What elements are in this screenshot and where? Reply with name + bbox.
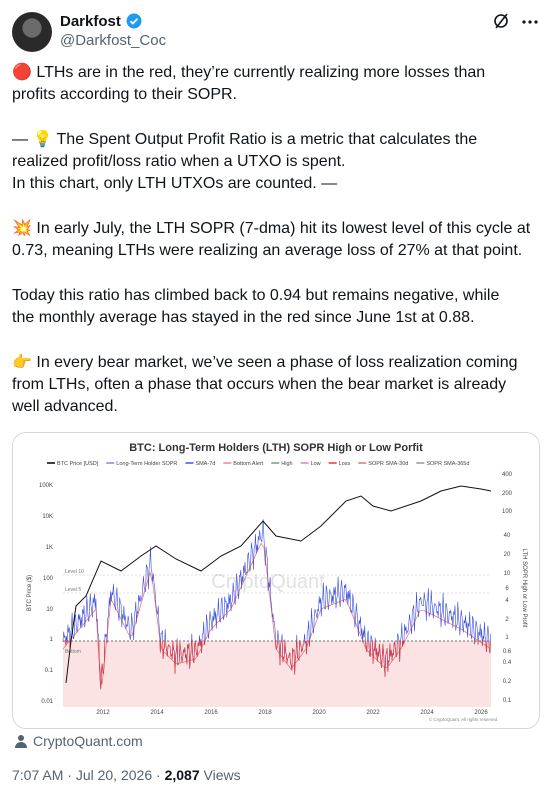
separator: · bbox=[67, 767, 72, 783]
source-link[interactable]: CryptoQuant.com bbox=[14, 733, 143, 749]
paragraph: 💥 In early July, the LTH SOPR (7-dma) hi… bbox=[12, 218, 540, 262]
y-right-label: 1 bbox=[505, 635, 509, 641]
y-right-label: 0.1 bbox=[503, 698, 512, 704]
legend-label: Long-Term Holder SOPR bbox=[116, 461, 177, 467]
text-line: the monthly average has stayed in the re… bbox=[12, 309, 475, 326]
views-label: Views bbox=[203, 767, 241, 783]
y-left-label: 100 bbox=[43, 576, 54, 582]
date[interactable]: Jul 20, 2026 bbox=[75, 767, 153, 783]
verified-badge bbox=[126, 13, 142, 29]
x-label: 2018 bbox=[258, 710, 272, 716]
y-right-label: 400 bbox=[502, 472, 513, 478]
y-right-label: 2 bbox=[505, 617, 509, 623]
y-right-label: 4 bbox=[505, 598, 509, 604]
source-text[interactable]: CryptoQuant.com bbox=[33, 733, 143, 749]
x-label: 2022 bbox=[366, 710, 380, 716]
x-label: 2024 bbox=[420, 710, 434, 716]
y-left-label: 1K bbox=[46, 545, 53, 551]
avatar[interactable] bbox=[12, 12, 52, 52]
paragraph: — 💡 The Spent Output Profit Ratio is a m… bbox=[12, 129, 540, 195]
y-right-label: 200 bbox=[502, 491, 513, 497]
text-line: 👉 In every bear market, we’ve seen a pha… bbox=[12, 354, 518, 371]
text-line: — 💡 The Spent Output Profit Ratio is a m… bbox=[12, 131, 478, 148]
paragraph: Today this ratio has climbed back to 0.9… bbox=[12, 285, 540, 329]
y-right-title: LTH SOPR High or Low Profit bbox=[521, 549, 527, 628]
post-image[interactable]: BTC: Long-Term Holders (LTH) SOPR High o… bbox=[12, 432, 540, 729]
chart-image: BTC: Long-Term Holders (LTH) SOPR High o… bbox=[13, 433, 539, 728]
text-line: from LTHs, often a phase that occurs whe… bbox=[12, 376, 507, 393]
sma-line bbox=[62, 542, 490, 685]
y-left-label: 100K bbox=[39, 483, 53, 489]
y-left-label: 10K bbox=[42, 514, 53, 520]
legend-label: High bbox=[281, 461, 292, 467]
time[interactable]: 7:07 AM bbox=[12, 767, 64, 783]
y-left-label: 1 bbox=[50, 637, 54, 643]
y-right-label: 10 bbox=[504, 571, 511, 577]
legend-label: SMA-7d bbox=[195, 461, 215, 467]
y-right-label: 0.2 bbox=[503, 679, 512, 685]
text-line: Today this ratio has climbed back to 0.9… bbox=[12, 287, 500, 304]
post-actions[interactable] bbox=[494, 12, 538, 32]
y-right-label: 6 bbox=[505, 586, 509, 592]
chart-title: BTC: Long-Term Holders (LTH) SOPR High o… bbox=[129, 442, 423, 454]
y-right-label: 0.6 bbox=[503, 649, 512, 655]
text-line: 💥 In early July, the LTH SOPR (7-dma) hi… bbox=[12, 220, 531, 237]
post-meta: 7:07 AM · Jul 20, 2026 · 2,087 Views bbox=[12, 767, 241, 783]
legend-label: Bottom Alert bbox=[233, 461, 263, 467]
annotation: Level 10 bbox=[65, 569, 84, 575]
text-line: profits according to their SOPR. bbox=[12, 86, 237, 103]
y-right-label: 40 bbox=[504, 533, 511, 539]
y-left-label: 10 bbox=[46, 607, 53, 613]
x-label: 2014 bbox=[150, 710, 164, 716]
y-right-label: 100 bbox=[502, 509, 513, 515]
copyright: © CryptoQuant. All rights reserved bbox=[429, 716, 498, 722]
price-line bbox=[65, 485, 492, 684]
text-line: 0.73, meaning LTHs were realizing an ave… bbox=[12, 242, 523, 259]
x-label: 2026 bbox=[474, 710, 488, 716]
author-handle[interactable]: @Darkfost_Coc bbox=[60, 32, 167, 49]
post-text: 🔴 LTHs are in the red, they’re currently… bbox=[12, 62, 540, 441]
legend-label: Low bbox=[311, 461, 321, 467]
views-count: 2,087 bbox=[164, 767, 200, 783]
y-right-label: 20 bbox=[504, 552, 511, 558]
legend-label: BTC Price [USD] bbox=[57, 461, 99, 467]
y-right-label: 0.4 bbox=[503, 660, 512, 666]
legend-label: SOPR SMA-30d bbox=[368, 461, 408, 467]
sopr-loss bbox=[62, 641, 491, 690]
text-line: well advanced. bbox=[12, 398, 118, 415]
paragraph: 👉 In every bear market, we’ve seen a pha… bbox=[12, 352, 540, 418]
x-label: 2020 bbox=[312, 710, 326, 716]
y-left-title: BTC Price ($) bbox=[27, 575, 33, 611]
legend-label: SOPR SMA-365d bbox=[426, 461, 469, 467]
author-name[interactable]: Darkfost bbox=[60, 13, 121, 30]
text-line: 🔴 LTHs are in the red, they’re currently… bbox=[12, 64, 486, 81]
person-icon bbox=[15, 735, 27, 748]
text-line: realized profit/loss ratio when a UTXO i… bbox=[12, 153, 346, 170]
text-line: In this chart, only LTH UTXOs are counte… bbox=[12, 175, 338, 192]
y-left-label: 0.01 bbox=[41, 699, 53, 705]
x-label: 2012 bbox=[96, 710, 110, 716]
separator: · bbox=[156, 767, 161, 783]
annotation: Level 5 bbox=[65, 587, 81, 593]
y-left-label: 0.1 bbox=[45, 668, 54, 674]
annotation: Bottom bbox=[65, 649, 81, 655]
legend-label: Loss bbox=[339, 461, 351, 467]
x-label: 2016 bbox=[204, 710, 218, 716]
paragraph: 🔴 LTHs are in the red, they’re currently… bbox=[12, 62, 540, 106]
